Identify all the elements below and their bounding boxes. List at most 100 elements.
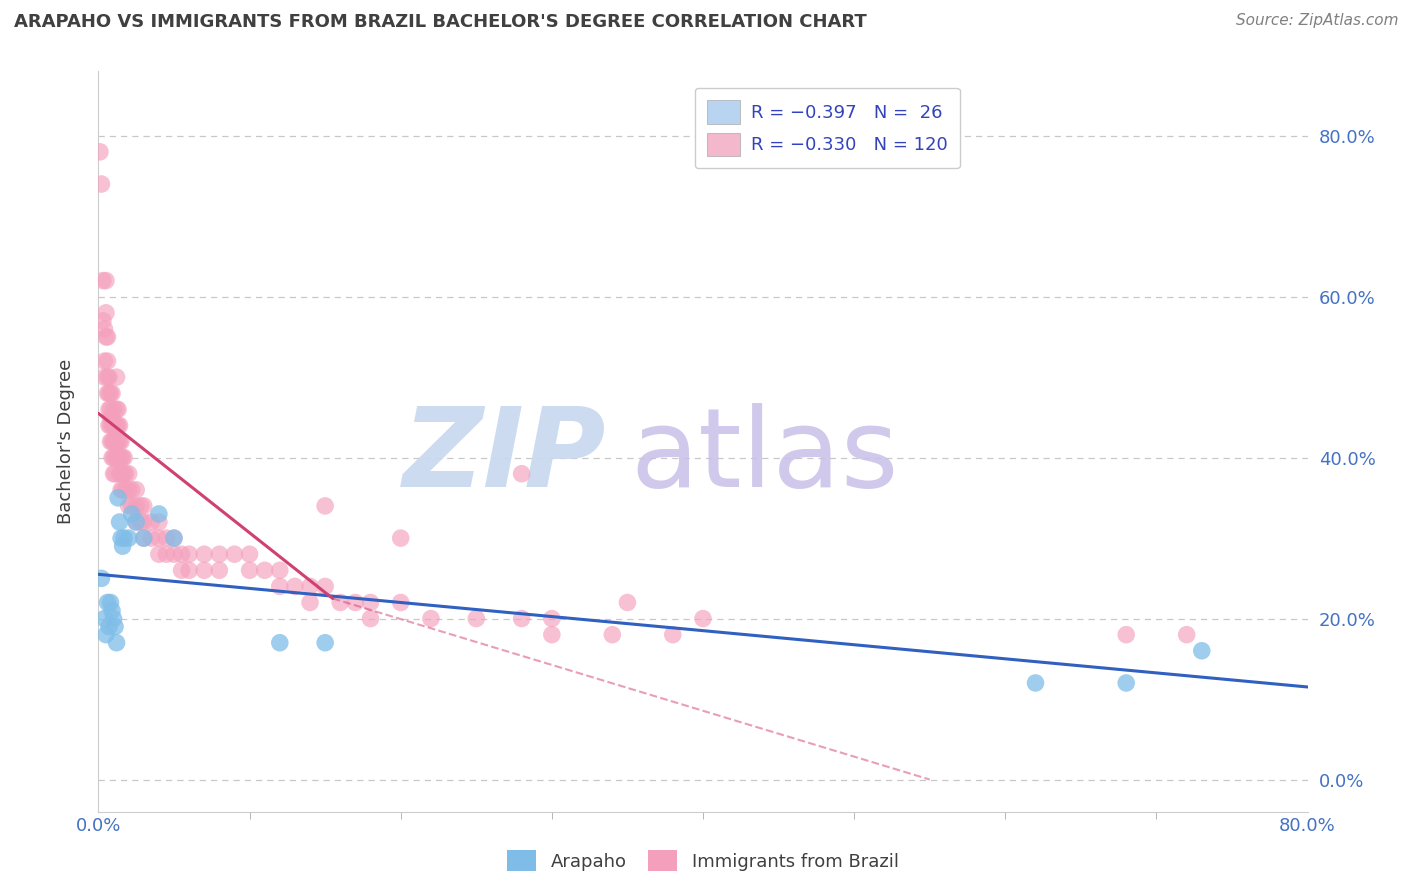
Point	[89, 145, 111, 159]
Point	[314, 579, 336, 593]
Point	[269, 563, 291, 577]
Point	[104, 450, 127, 465]
Point	[91, 314, 114, 328]
Point	[692, 611, 714, 625]
Point	[125, 483, 148, 497]
Point	[103, 611, 125, 625]
Point	[540, 611, 562, 625]
Point	[193, 547, 215, 561]
Point	[344, 595, 367, 609]
Point	[1115, 628, 1137, 642]
Point	[98, 402, 121, 417]
Point	[540, 628, 562, 642]
Point	[108, 434, 131, 449]
Point	[148, 531, 170, 545]
Point	[148, 547, 170, 561]
Point	[329, 595, 352, 609]
Point	[179, 563, 201, 577]
Point	[299, 595, 322, 609]
Point	[100, 386, 122, 401]
Point	[93, 322, 115, 336]
Point	[98, 418, 121, 433]
Point	[103, 467, 125, 481]
Point	[253, 563, 276, 577]
Point	[121, 507, 143, 521]
Point	[110, 531, 132, 545]
Point	[91, 274, 114, 288]
Point	[284, 579, 307, 593]
Point	[100, 434, 122, 449]
Point	[105, 418, 128, 433]
Point	[224, 547, 246, 561]
Point	[239, 563, 262, 577]
Point	[1115, 676, 1137, 690]
Point	[114, 467, 136, 481]
Point	[107, 491, 129, 505]
Point	[105, 402, 128, 417]
Point	[96, 354, 118, 368]
Point	[602, 628, 624, 642]
Point	[112, 450, 135, 465]
Point	[111, 483, 134, 497]
Point	[93, 370, 115, 384]
Text: ZIP: ZIP	[402, 403, 606, 510]
Point	[105, 450, 128, 465]
Point	[111, 467, 134, 481]
Point	[163, 547, 186, 561]
Point	[141, 515, 163, 529]
Point	[616, 595, 638, 609]
Point	[101, 603, 124, 617]
Point	[118, 467, 141, 481]
Point	[239, 547, 262, 561]
Point	[1024, 676, 1046, 690]
Point	[107, 402, 129, 417]
Point	[111, 450, 134, 465]
Point	[93, 611, 115, 625]
Point	[108, 450, 131, 465]
Point	[111, 539, 134, 553]
Point	[389, 531, 412, 545]
Point	[100, 418, 122, 433]
Point	[105, 636, 128, 650]
Point	[170, 547, 193, 561]
Point	[94, 330, 117, 344]
Point	[118, 531, 141, 545]
Point	[104, 619, 127, 633]
Point	[112, 467, 135, 481]
Point	[125, 515, 148, 529]
Point	[208, 563, 231, 577]
Point	[100, 402, 122, 417]
Text: ARAPAHO VS IMMIGRANTS FROM BRAZIL BACHELOR'S DEGREE CORRELATION CHART: ARAPAHO VS IMMIGRANTS FROM BRAZIL BACHEL…	[14, 13, 868, 31]
Point	[420, 611, 443, 625]
Point	[103, 418, 125, 433]
Point	[129, 515, 152, 529]
Point	[100, 595, 122, 609]
Point	[104, 434, 127, 449]
Point	[101, 434, 124, 449]
Point	[98, 386, 121, 401]
Point	[389, 595, 412, 609]
Point	[129, 499, 152, 513]
Point	[163, 531, 186, 545]
Point	[103, 402, 125, 417]
Point	[114, 483, 136, 497]
Point	[94, 628, 117, 642]
Point	[125, 499, 148, 513]
Point	[299, 579, 322, 593]
Point	[360, 611, 382, 625]
Point	[1191, 644, 1213, 658]
Point	[104, 418, 127, 433]
Point	[108, 467, 131, 481]
Point	[148, 507, 170, 521]
Point	[94, 306, 117, 320]
Point	[107, 434, 129, 449]
Point	[163, 531, 186, 545]
Point	[107, 418, 129, 433]
Point	[465, 611, 488, 625]
Point	[269, 579, 291, 593]
Point	[105, 370, 128, 384]
Y-axis label: Bachelor's Degree: Bachelor's Degree	[56, 359, 75, 524]
Point	[132, 499, 155, 513]
Point	[104, 467, 127, 481]
Point	[90, 571, 112, 585]
